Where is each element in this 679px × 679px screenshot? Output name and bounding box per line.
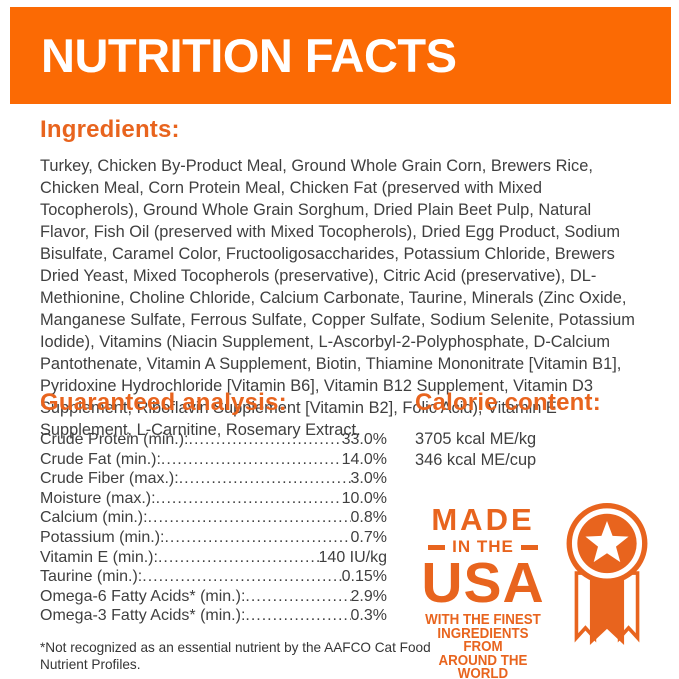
dot-leader [148,508,351,528]
calorie-content-heading: Calorie content: [415,389,601,416]
dot-leader [158,548,319,568]
analysis-value: 0.15% [341,568,387,586]
analysis-row: Crude Protein (min.): 33.0% [40,430,387,450]
usa-label: USA [421,551,545,615]
analysis-label: Omega-3 Fatty Acids* (min.): [40,607,246,625]
dot-leader [156,489,342,509]
footnote-text: *Not recognized as an essential nutrient… [40,640,431,672]
made-in-usa-text: MADE IN THE USA WITH THE FINEST INGREDIE… [412,502,554,679]
analysis-value: 0.3% [350,607,387,625]
usa-tagline: WITH THE FINEST INGREDIENTS FROM AROUND … [418,612,549,679]
analysis-label: Crude Protein (min.): [40,431,189,448]
dash-left [428,544,446,550]
analysis-row: Crude Fiber (max.): 3.0% [40,469,387,489]
header-banner: NUTRITION FACTS [10,7,671,104]
analysis-label: Calcium (min.): [40,509,148,527]
analysis-value: 0.8% [350,509,387,527]
made-in-usa-badge: MADE IN THE USA WITH THE FINEST INGREDIE… [412,502,652,679]
analysis-row: Taurine (min.): 0.15% [40,567,387,587]
analysis-row: Crude Fat (min.): 14.0% [40,450,387,470]
calorie-line-cup: 346 kcal ME/cup [415,451,537,469]
analysis-row: Omega-3 Fatty Acids* (min.): 0.3% [40,606,387,626]
calorie-content-section: Calorie content: 3705 kcal ME/kg 346 kca… [415,389,645,471]
page-title: NUTRITION FACTS [41,29,457,82]
analysis-label: Vitamin E (min.): [40,548,158,566]
analysis-table: Crude Protein (min.): 33.0% Crude Fat (m… [40,430,387,626]
usa-tagline-line: INGREDIENTS FROM [437,625,529,655]
analysis-value: 10.0% [341,489,387,507]
ingredients-heading: Ingredients: [40,116,180,143]
usa-tagline-line: AROUND THE WORLD [438,652,528,679]
analysis-value: 0.7% [350,528,387,546]
guaranteed-analysis-section: Guaranteed analysis: Crude Protein (min.… [40,389,387,626]
usa-in-the-row: IN THE [412,537,554,557]
analysis-label: Taurine (min.): [40,568,143,586]
analysis-row: Omega-6 Fatty Acids* (min.): 2.9% [40,587,387,607]
dot-leader [245,587,350,607]
dot-leader [245,606,350,626]
analysis-label: Omega-6 Fatty Acids* (min.): [40,587,246,605]
analysis-row: Calcium (min.): 0.8% [40,508,387,528]
usa-in-the-label: IN THE [452,537,514,556]
dot-leader [189,430,342,450]
analysis-label: Moisture (max.): [40,489,156,507]
analysis-value: 14.0% [341,450,387,468]
analysis-label: Potassium (min.): [40,528,165,546]
dot-leader [142,567,341,587]
dot-leader [161,450,342,470]
calorie-lines: 3705 kcal ME/kg 346 kcal ME/cup [415,429,645,471]
dot-leader [164,528,350,548]
usa-made-label: MADE [431,502,535,537]
analysis-row: Moisture (max.): 10.0% [40,489,387,509]
dot-leader [179,469,351,489]
guaranteed-analysis-heading: Guaranteed analysis: [40,389,287,416]
calorie-line-kg: 3705 kcal ME/kg [415,430,537,448]
analysis-value: 2.9% [350,587,387,605]
dash-right [520,544,538,550]
analysis-value: 3.0% [350,470,387,488]
analysis-label: Crude Fiber (max.): [40,470,179,488]
analysis-label: Crude Fat (min.): [40,450,161,468]
analysis-row: Potassium (min.): 0.7% [40,528,387,548]
award-ribbon-star-icon [562,503,652,650]
analysis-value: 33.0% [341,431,387,448]
analysis-value: 140 IU/kg [318,548,387,566]
usa-tagline-line: WITH THE FINEST [425,612,541,628]
analysis-row: Vitamin E (min.): 140 IU/kg [40,548,387,568]
